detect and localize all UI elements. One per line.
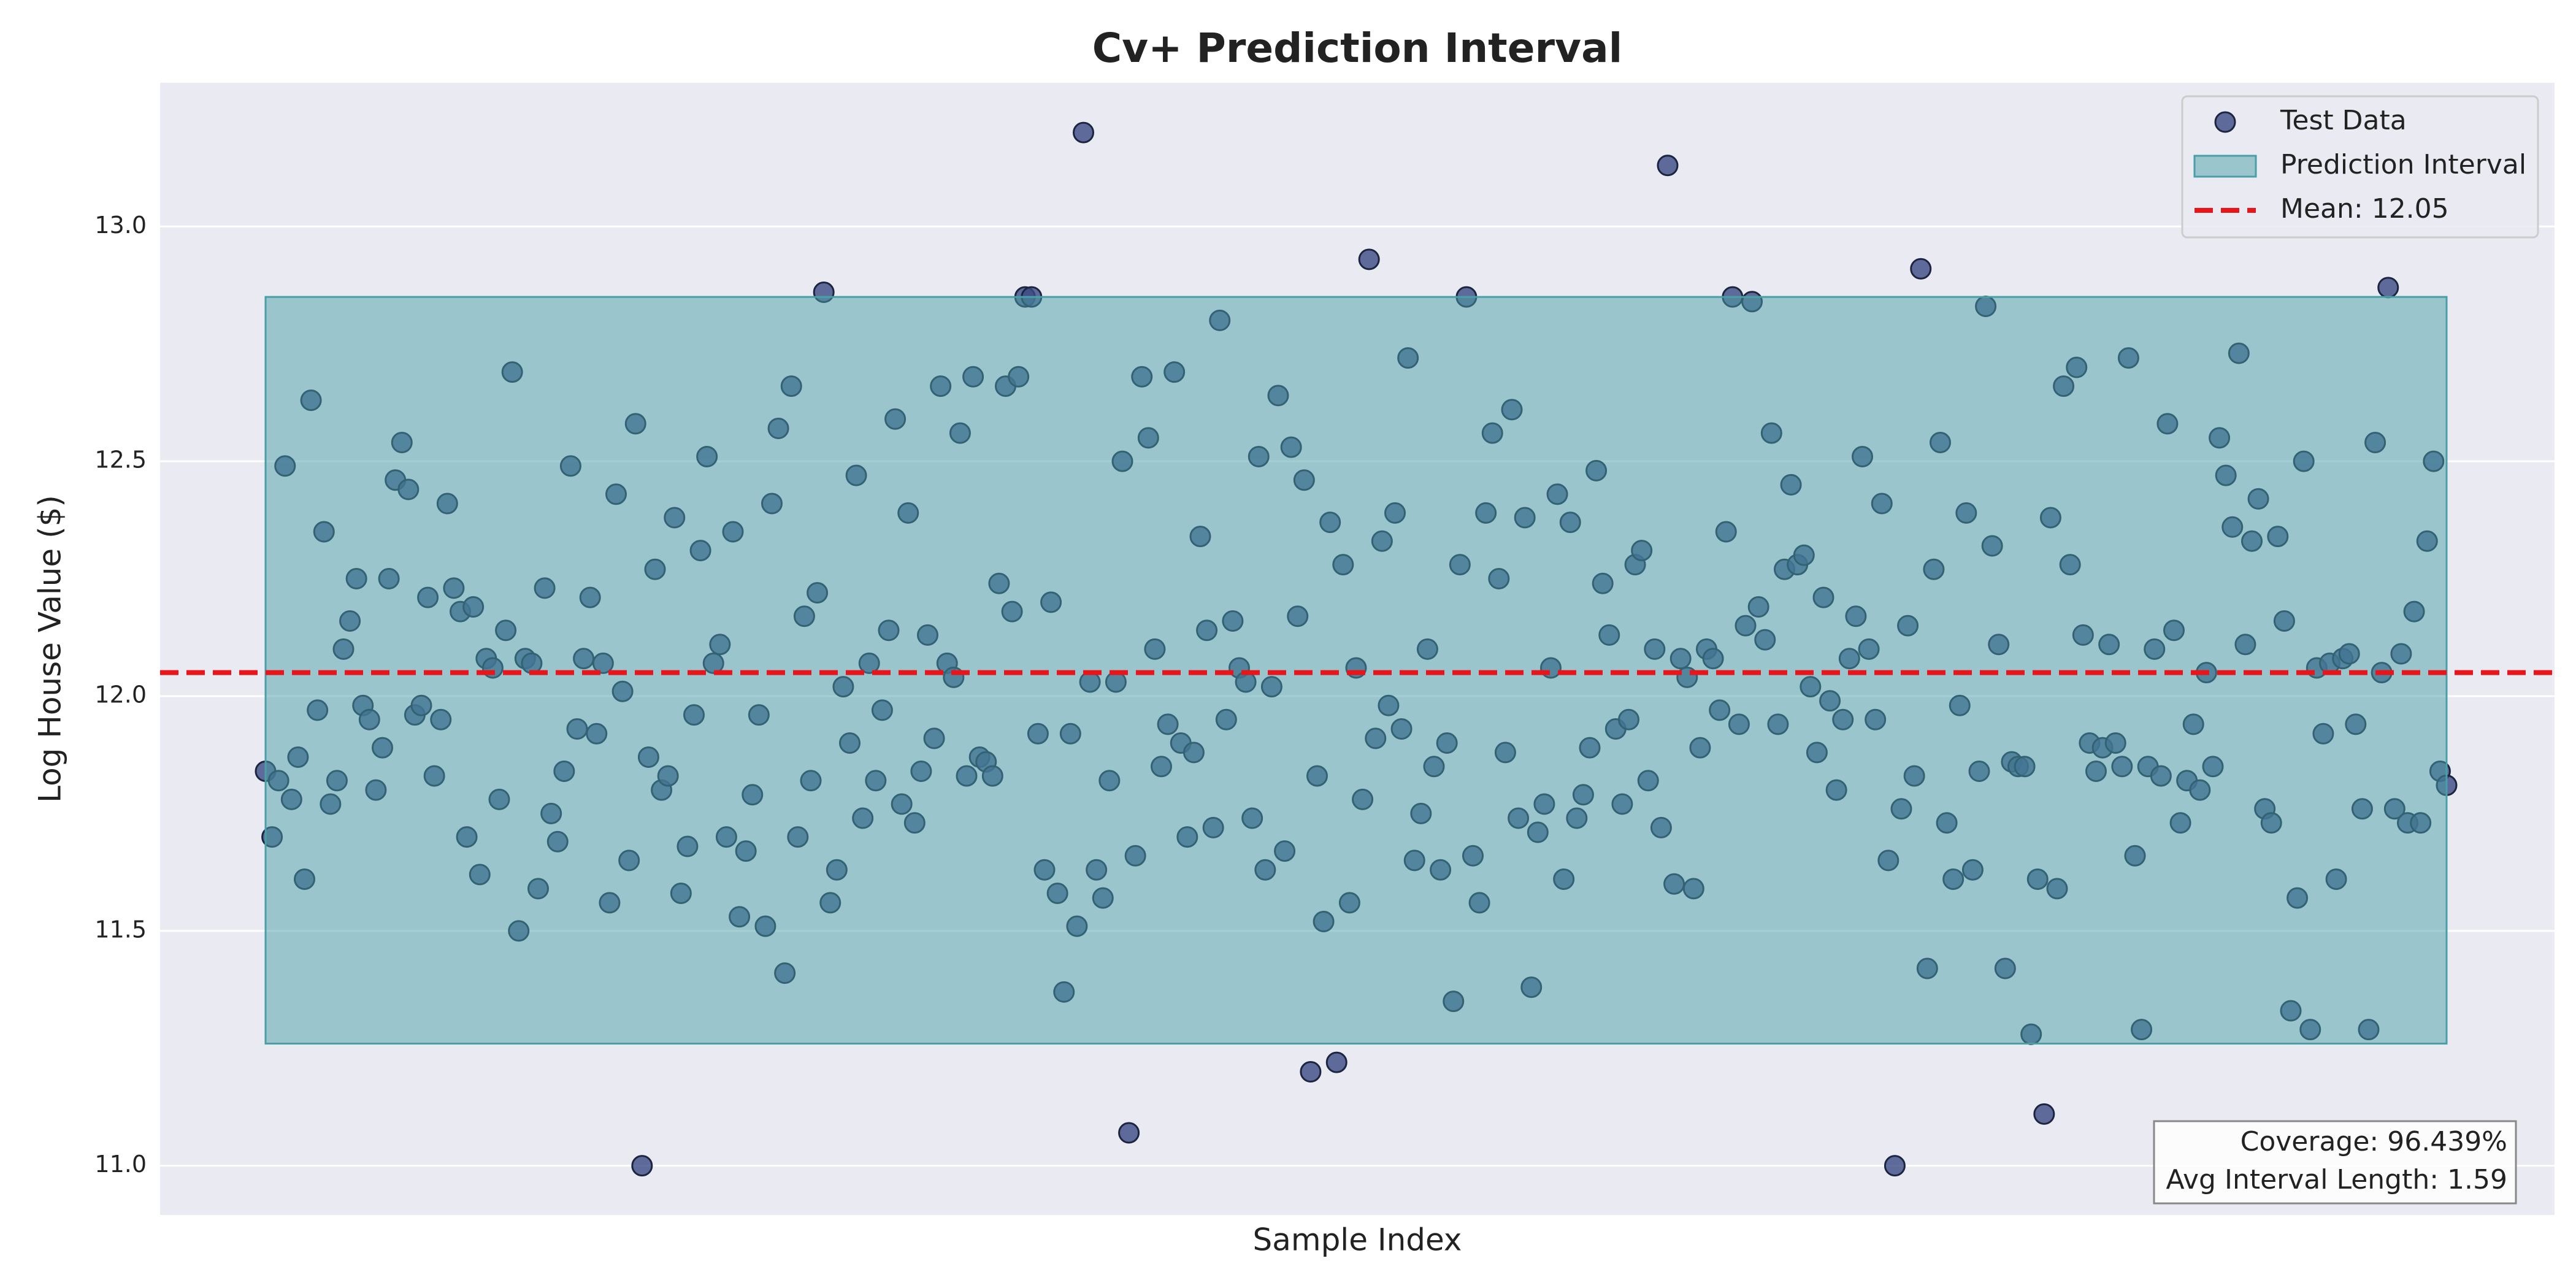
y-tick-label: 11.5: [94, 916, 147, 943]
data-point: [1118, 1122, 1140, 1144]
y-axis-label: Log House Value ($): [33, 495, 68, 803]
annotation-text: Coverage: 96.439%: [2241, 1126, 2507, 1157]
data-point: [631, 1155, 653, 1177]
legend-label: Mean: 12.05: [2280, 193, 2449, 224]
annotation-text: Avg Interval Length: 1.59: [2166, 1164, 2507, 1195]
x-axis-label: Sample Index: [1252, 1222, 1462, 1258]
annotation-box: [2153, 1120, 2517, 1205]
legend-marker: [2193, 155, 2257, 178]
data-point: [2377, 277, 2399, 299]
legend-marker: [2214, 111, 2236, 133]
data-point: [2033, 1103, 2055, 1125]
y-tick-label: 12.5: [94, 447, 147, 473]
data-point: [1325, 1051, 1347, 1073]
legend-label: Prediction Interval: [2280, 149, 2526, 180]
overlay: [160, 296, 2555, 1045]
legend: Test Data Prediction Interval Mean: 12.05: [2181, 95, 2539, 239]
legend-box: [2181, 95, 2539, 239]
data-point: [1358, 248, 1380, 270]
y-tick-label: 11.0: [94, 1151, 147, 1178]
data-point: [1657, 155, 1679, 177]
chart-title: Cv+ Prediction Interval: [1092, 25, 1622, 72]
y-tick-label: 12.0: [94, 681, 147, 708]
annotation: Coverage: 96.439% Avg Interval Length: 1.…: [2153, 1120, 2517, 1205]
data-point: [1910, 258, 1932, 280]
data-point: [1884, 1155, 1906, 1177]
data-point: [1073, 121, 1094, 144]
legend-label: Test Data: [2280, 105, 2407, 136]
data-point: [1300, 1060, 1322, 1083]
y-tick-label: 13.0: [94, 212, 147, 239]
